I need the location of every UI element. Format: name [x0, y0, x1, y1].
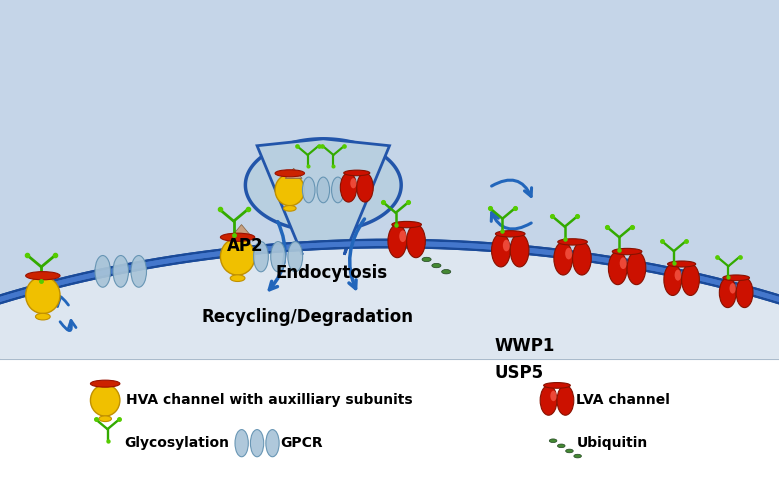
Text: Endocytosis: Endocytosis	[275, 264, 387, 281]
Text: GPCR: GPCR	[280, 436, 323, 450]
Ellipse shape	[392, 222, 421, 228]
Polygon shape	[0, 359, 779, 487]
Ellipse shape	[235, 430, 249, 457]
Ellipse shape	[284, 206, 296, 211]
Polygon shape	[0, 244, 779, 487]
Ellipse shape	[26, 277, 60, 314]
Ellipse shape	[574, 454, 581, 458]
Ellipse shape	[723, 275, 749, 281]
Ellipse shape	[332, 177, 344, 203]
Ellipse shape	[250, 430, 264, 457]
Text: Recycling/Degradation: Recycling/Degradation	[202, 308, 414, 325]
Ellipse shape	[407, 225, 425, 258]
Ellipse shape	[554, 242, 573, 275]
Ellipse shape	[558, 444, 565, 448]
Ellipse shape	[422, 257, 431, 262]
Ellipse shape	[302, 177, 315, 203]
Ellipse shape	[317, 177, 330, 203]
Ellipse shape	[253, 242, 268, 272]
Ellipse shape	[388, 225, 407, 258]
Polygon shape	[257, 139, 390, 255]
Ellipse shape	[620, 257, 626, 269]
Ellipse shape	[540, 385, 557, 415]
Ellipse shape	[558, 239, 587, 245]
Text: WWP1: WWP1	[495, 337, 555, 355]
Ellipse shape	[275, 174, 305, 206]
Ellipse shape	[550, 391, 557, 401]
Ellipse shape	[131, 256, 146, 287]
Ellipse shape	[266, 430, 279, 457]
Ellipse shape	[113, 256, 129, 287]
Ellipse shape	[287, 242, 302, 272]
Text: Ubiquitin: Ubiquitin	[576, 436, 647, 450]
Ellipse shape	[544, 383, 570, 388]
Text: AP2: AP2	[227, 237, 264, 255]
Ellipse shape	[231, 275, 245, 281]
Ellipse shape	[442, 269, 451, 274]
Ellipse shape	[344, 170, 370, 176]
Ellipse shape	[612, 248, 642, 255]
Polygon shape	[285, 169, 302, 178]
Ellipse shape	[36, 313, 50, 320]
Ellipse shape	[271, 242, 285, 272]
Ellipse shape	[357, 173, 373, 202]
Ellipse shape	[565, 248, 572, 260]
Text: Glycosylation: Glycosylation	[125, 436, 230, 450]
Ellipse shape	[682, 264, 700, 296]
Ellipse shape	[90, 380, 120, 387]
Ellipse shape	[573, 242, 591, 275]
Polygon shape	[232, 225, 251, 236]
Ellipse shape	[719, 278, 736, 308]
Ellipse shape	[503, 240, 509, 251]
Ellipse shape	[675, 270, 682, 281]
Ellipse shape	[412, 251, 421, 256]
Ellipse shape	[627, 251, 646, 284]
Ellipse shape	[608, 251, 627, 284]
Ellipse shape	[495, 231, 525, 237]
Ellipse shape	[99, 416, 111, 422]
Polygon shape	[245, 139, 401, 231]
Ellipse shape	[566, 449, 573, 453]
Ellipse shape	[90, 385, 120, 416]
Ellipse shape	[95, 256, 111, 287]
Ellipse shape	[729, 283, 736, 294]
Ellipse shape	[399, 230, 407, 242]
Ellipse shape	[549, 439, 557, 443]
Ellipse shape	[432, 263, 441, 268]
Ellipse shape	[26, 272, 60, 280]
Ellipse shape	[736, 278, 753, 308]
Ellipse shape	[351, 178, 357, 188]
Ellipse shape	[510, 234, 529, 267]
Ellipse shape	[557, 385, 574, 415]
Ellipse shape	[220, 238, 255, 275]
Ellipse shape	[664, 264, 682, 296]
Ellipse shape	[492, 234, 510, 267]
Ellipse shape	[220, 233, 255, 242]
Text: LVA channel: LVA channel	[576, 393, 671, 407]
Ellipse shape	[340, 173, 357, 202]
Text: USP5: USP5	[495, 364, 544, 381]
Ellipse shape	[275, 170, 305, 177]
Ellipse shape	[668, 261, 696, 267]
Text: HVA channel with auxilliary subunits: HVA channel with auxilliary subunits	[126, 393, 413, 407]
